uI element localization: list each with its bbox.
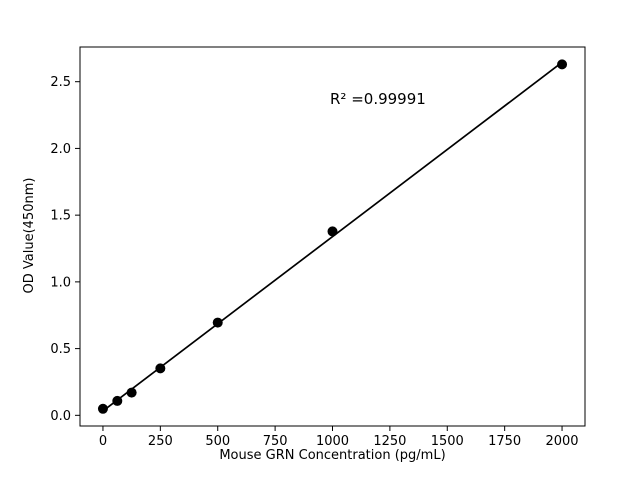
x-tick-label: 750 [263,434,288,449]
x-tick-label: 0 [99,434,107,449]
x-tick-label: 250 [148,434,173,449]
y-tick-label: 2.5 [50,75,71,90]
data-point [155,363,166,374]
y-tick-label: 0.0 [50,409,71,424]
r-squared-annotation: R² =0.99991 [330,90,426,108]
data-point [112,395,123,406]
y-axis-label: OD Value(450nm) [22,177,37,294]
data-point [97,403,108,414]
y-tick-label: 1.0 [50,275,71,290]
x-tick-label: 1750 [488,434,521,449]
x-tick-label: 500 [205,434,230,449]
y-tick-label: 2.0 [50,142,71,157]
data-point [557,59,568,70]
x-tick-label: 1500 [431,434,464,449]
x-tick-label: 2000 [545,434,578,449]
y-tick-label: 1.5 [50,209,71,224]
fit-line [102,61,563,412]
x-tick-label: 1000 [316,434,349,449]
data-point [327,226,338,237]
data-point [212,317,223,328]
y-tick-label: 0.5 [50,342,71,357]
x-tick-label: 1250 [373,434,406,449]
data-point [126,387,137,398]
x-axis-label: Mouse GRN Concentration (pg/mL) [219,448,446,463]
